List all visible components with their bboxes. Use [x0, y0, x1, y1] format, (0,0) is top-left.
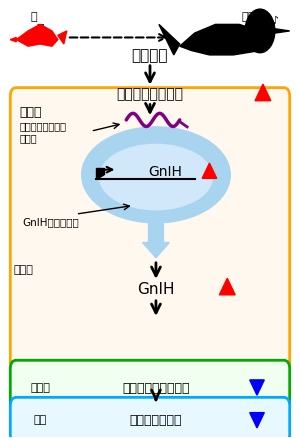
Text: 雌をみる: 雌をみる: [132, 48, 168, 63]
Text: 雄: 雄: [248, 12, 254, 21]
Text: 精巣: 精巣: [33, 414, 47, 424]
Text: 脳深部: 脳深部: [13, 264, 33, 274]
Polygon shape: [219, 279, 235, 295]
Text: 雄: 雄: [242, 12, 248, 21]
Text: 生殖腺刺激ホルモン: 生殖腺刺激ホルモン: [122, 381, 190, 394]
Text: 雄の脳: 雄の脳: [19, 106, 42, 119]
Text: 下垂体: 下垂体: [30, 382, 50, 392]
Polygon shape: [250, 413, 264, 428]
Text: GnIH: GnIH: [137, 281, 175, 296]
Ellipse shape: [100, 145, 212, 210]
Polygon shape: [255, 85, 271, 102]
Text: GnIHニューロン: GnIHニューロン: [22, 216, 79, 226]
Polygon shape: [16, 25, 58, 47]
Text: 雌: 雌: [31, 12, 38, 21]
Polygon shape: [275, 30, 290, 34]
Polygon shape: [180, 25, 269, 56]
Polygon shape: [142, 223, 169, 258]
Text: ノルエピネフリン: ノルエピネフリン: [116, 87, 184, 101]
Polygon shape: [250, 380, 264, 395]
FancyBboxPatch shape: [10, 88, 290, 371]
Polygon shape: [10, 39, 16, 43]
Text: テストステロン: テストステロン: [130, 413, 182, 426]
Text: ♪: ♪: [271, 16, 278, 26]
Text: 雌: 雌: [36, 23, 44, 36]
Polygon shape: [159, 25, 180, 56]
Polygon shape: [202, 164, 217, 179]
FancyBboxPatch shape: [10, 360, 290, 415]
FancyBboxPatch shape: [10, 397, 290, 438]
Text: ノルエピネフリン
受容体: ノルエピネフリン 受容体: [19, 121, 66, 143]
Text: GnIH: GnIH: [148, 165, 182, 179]
Polygon shape: [97, 169, 104, 180]
Polygon shape: [58, 32, 67, 45]
Ellipse shape: [82, 127, 230, 223]
Circle shape: [245, 10, 275, 53]
